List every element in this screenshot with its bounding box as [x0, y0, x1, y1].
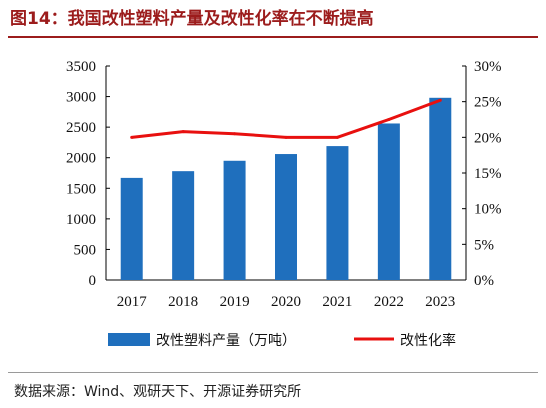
title-rule: [8, 36, 538, 38]
legend-line-label: 改性化率: [400, 332, 456, 349]
chart-canvas: 0 500 1000 1500 2000 2500 3000 3500 0% 5% 10% 15% 20…: [66, 59, 502, 349]
x-tick-label: 2020: [271, 294, 301, 310]
rate-point-2022: [387, 118, 391, 121]
legend: 改性塑料产量（万吨） 改性化率: [108, 332, 456, 349]
rate-point-2021: [335, 135, 339, 139]
right-tick-label: 0%: [474, 273, 494, 289]
x-tick-label: 2019: [220, 294, 250, 310]
left-tick-label: 1500: [66, 181, 96, 197]
rate-point-2018: [181, 130, 185, 134]
legend-bar-label: 改性塑料产量（万吨）: [156, 333, 296, 349]
left-tick-label: 2500: [66, 120, 96, 136]
left-tick-label: 1000: [66, 212, 96, 228]
left-tick-label: 500: [74, 242, 97, 258]
rate-point-2019: [233, 132, 237, 136]
right-tick-label: 30%: [474, 59, 502, 75]
ticks-layer: 0 500 1000 1500 2000 2500 3000 3500 0% 5% 10% 15% 20…: [66, 59, 502, 310]
bar-2021: [326, 146, 349, 280]
bar-2017: [120, 177, 143, 280]
bar-2018: [172, 171, 195, 280]
right-tick-label: 10%: [474, 202, 502, 218]
bar-2019: [223, 160, 246, 280]
figure-title: 图14：我国改性塑料产量及改性化率在不断提高: [10, 9, 374, 29]
rate-point-2017: [130, 135, 134, 139]
left-tick-label: 0: [89, 273, 97, 289]
rate-point-2023: [438, 98, 442, 102]
x-tick-label: 2023: [425, 294, 455, 310]
x-tick-label: 2022: [374, 294, 404, 310]
rate-point-2020: [284, 135, 288, 139]
left-tick-label: 3000: [66, 90, 96, 106]
line-layer: [130, 98, 442, 139]
legend-bar-swatch: [108, 333, 150, 346]
source-rule: [8, 372, 538, 373]
bar-2023: [429, 97, 452, 281]
x-tick-label: 2021: [322, 294, 352, 310]
right-tick-label: 20%: [474, 130, 502, 146]
left-tick-label: 3500: [66, 59, 96, 75]
right-tick-label: 5%: [474, 237, 494, 253]
x-tick-label: 2018: [168, 294, 198, 310]
x-tick-label: 2017: [117, 294, 148, 310]
left-tick-label: 2000: [66, 151, 96, 167]
bars-layer: [120, 97, 452, 281]
bar-2020: [275, 154, 297, 280]
source-note: 数据来源：Wind、观研天下、开源证券研究所: [14, 384, 302, 400]
right-tick-label: 25%: [474, 95, 502, 111]
right-tick-label: 15%: [474, 166, 502, 182]
bar-2022: [377, 123, 400, 280]
